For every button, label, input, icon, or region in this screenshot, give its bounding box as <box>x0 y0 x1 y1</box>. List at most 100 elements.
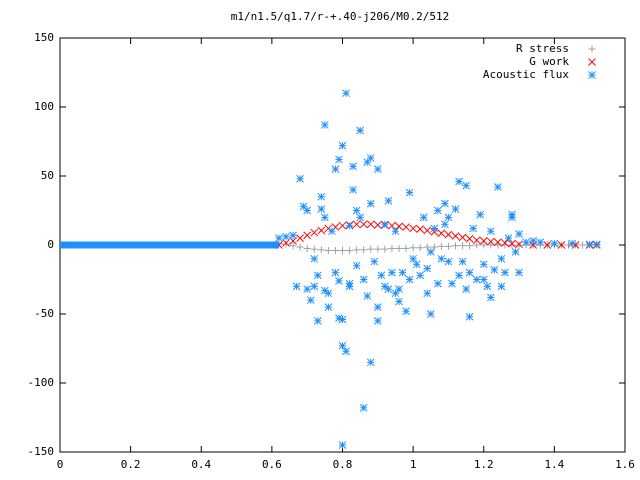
data-point <box>479 275 488 284</box>
data-point <box>366 154 375 162</box>
data-point <box>433 279 442 288</box>
data-point <box>289 242 297 250</box>
legend-label: Acoustic flux <box>483 68 569 81</box>
x-tick-label: 0.8 <box>333 458 353 471</box>
data-point <box>338 221 347 230</box>
data-point <box>313 271 322 280</box>
data-point <box>282 240 290 248</box>
data-point <box>522 238 530 247</box>
data-point <box>473 241 481 249</box>
data-point <box>494 183 502 191</box>
data-point <box>356 126 365 135</box>
data-point <box>423 264 432 273</box>
data-point <box>405 275 414 284</box>
data-point <box>306 296 315 305</box>
data-point <box>335 277 343 285</box>
data-point <box>345 221 354 230</box>
data-point <box>486 227 495 236</box>
data-point <box>342 347 350 356</box>
data-point <box>373 221 382 229</box>
data-point <box>508 239 516 248</box>
data-point <box>366 199 375 208</box>
data-point <box>444 242 452 250</box>
data-point <box>303 285 312 294</box>
data-point <box>423 243 431 251</box>
data-point <box>335 155 343 164</box>
data-point <box>511 248 520 256</box>
data-point <box>359 275 368 284</box>
data-point <box>395 285 403 294</box>
data-point <box>310 282 319 291</box>
data-point <box>462 285 470 294</box>
data-point <box>317 226 326 235</box>
data-point <box>296 174 304 183</box>
data-point <box>363 292 372 300</box>
x-tick-label: 1.4 <box>544 458 564 471</box>
data-point <box>426 310 435 318</box>
data-point <box>437 254 446 263</box>
x-tick-label: 0.2 <box>121 458 141 471</box>
data-point <box>310 254 319 263</box>
data-point <box>426 248 435 256</box>
data-point <box>391 227 400 236</box>
data-point <box>366 220 375 229</box>
data-point <box>409 244 417 252</box>
data-point <box>536 238 545 247</box>
data-point <box>433 206 442 215</box>
y-tick-label: 100 <box>34 100 54 113</box>
data-point <box>423 289 432 298</box>
data-point <box>476 210 485 219</box>
series-g-work <box>275 220 601 249</box>
data-point <box>374 245 382 253</box>
data-point <box>373 165 382 173</box>
data-point <box>455 177 463 186</box>
data-point <box>416 244 424 252</box>
data-point <box>353 246 361 254</box>
data-point <box>395 222 403 231</box>
data-point <box>430 243 438 251</box>
data-point <box>494 238 502 247</box>
data-point <box>373 303 382 311</box>
data-point <box>289 231 297 240</box>
data-point <box>416 271 425 280</box>
data-point <box>359 403 368 412</box>
data-point <box>366 358 375 367</box>
data-point <box>448 279 456 288</box>
y-tick-label: -150 <box>28 445 55 458</box>
data-point <box>486 237 495 246</box>
data-point <box>381 220 389 229</box>
data-point <box>543 241 552 249</box>
data-point <box>370 257 379 266</box>
data-point <box>317 246 325 254</box>
data-point <box>430 224 439 233</box>
data-point <box>441 199 449 208</box>
data-point <box>377 271 386 280</box>
data-point <box>462 181 470 190</box>
data-point <box>384 196 393 205</box>
data-point <box>416 225 425 233</box>
data-point <box>412 260 421 269</box>
data-point <box>458 257 467 266</box>
data-point <box>557 241 566 249</box>
data-point <box>501 239 509 247</box>
y-tick-label: 150 <box>34 31 54 44</box>
data-point <box>359 220 368 229</box>
data-point <box>338 141 347 150</box>
x-tick-label: 1.2 <box>474 458 494 471</box>
data-point <box>331 165 340 173</box>
data-point <box>444 257 453 266</box>
data-point <box>320 121 329 129</box>
data-point <box>465 268 474 277</box>
data-point <box>331 268 340 277</box>
data-point <box>483 282 492 291</box>
data-point <box>472 275 481 284</box>
data-point <box>479 237 488 245</box>
data-point <box>356 213 365 222</box>
data-point <box>458 233 467 242</box>
data-point <box>352 261 361 270</box>
data-point <box>349 162 357 171</box>
data-point <box>342 89 350 98</box>
data-point <box>296 243 304 251</box>
y-tick-label: -50 <box>34 307 54 320</box>
